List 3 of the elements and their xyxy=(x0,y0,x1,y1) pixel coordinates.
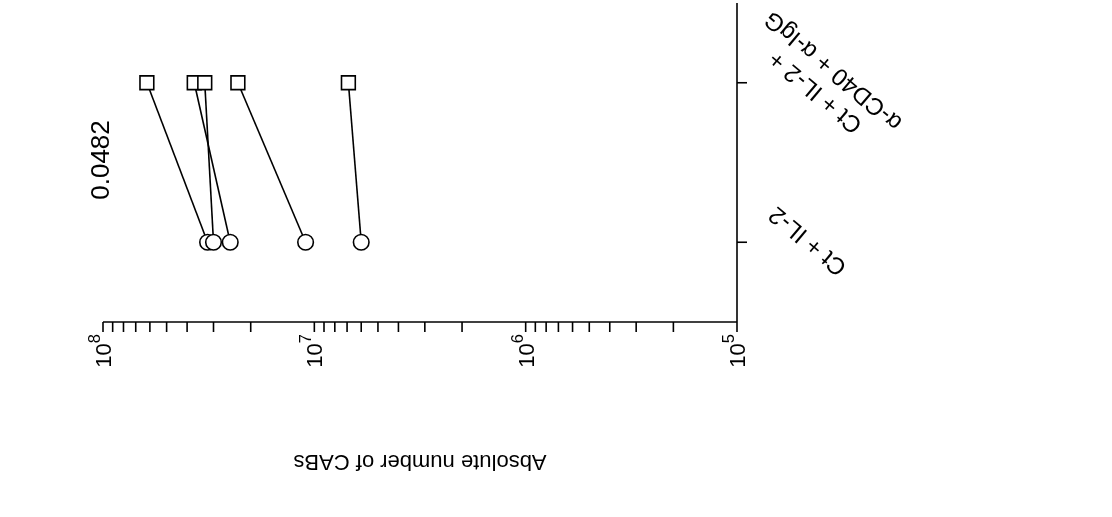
y-tick-label: Ct + IL-2 xyxy=(762,202,851,283)
text: 0.0482 xyxy=(85,120,115,200)
x-axis-title: Absolute number of CABs xyxy=(293,449,547,475)
